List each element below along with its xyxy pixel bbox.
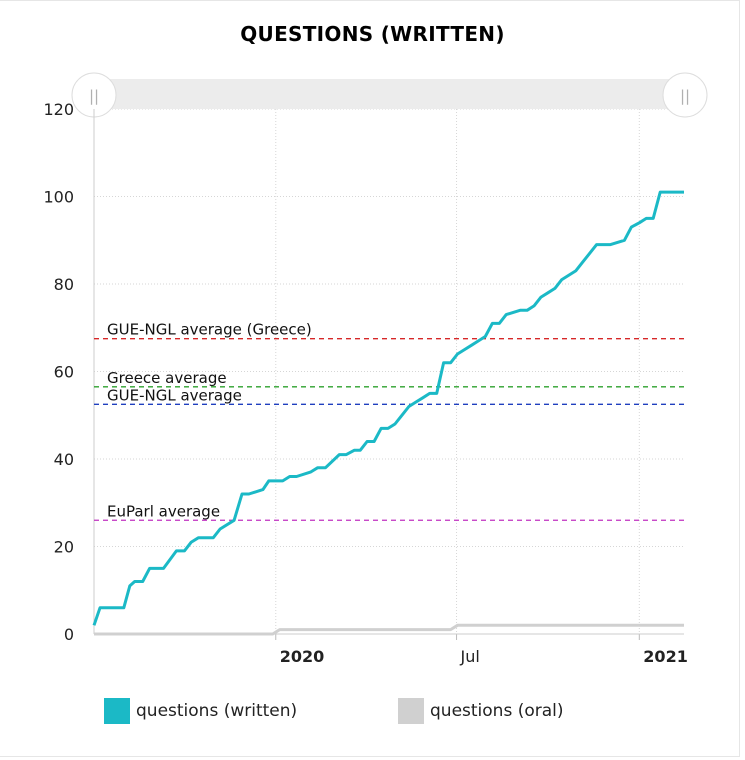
y-tick-label: 20 <box>54 538 74 557</box>
series-line-written <box>92 190 684 626</box>
y-tick-label: 60 <box>54 363 74 382</box>
legend-swatch-oral <box>398 698 424 724</box>
reference-line-label: Greece average <box>107 369 227 387</box>
grip-icon: || <box>680 87 690 105</box>
legend-item-written[interactable]: questions (written) <box>104 698 297 724</box>
reference-lines: GUE-NGL average (Greece) Greece averageGU… <box>94 321 684 521</box>
x-tick-label: 2021 <box>643 647 688 666</box>
chart-plot: || || 0 20 40 60 80 100 120 2020 Jul 2021 GUE-NGL… <box>43 72 708 666</box>
reference-line-label: GUE-NGL average <box>107 386 242 404</box>
y-tick-label: 40 <box>54 450 74 469</box>
axes: 0 20 40 60 80 100 120 2020 Jul 2021 <box>43 100 687 666</box>
navigator-right-handle[interactable]: || <box>662 72 708 118</box>
legend-item-oral[interactable]: questions (oral) <box>398 698 564 724</box>
x-tick-label: Jul <box>460 647 480 666</box>
y-tick-label: 0 <box>64 625 74 644</box>
chart-title: QUESTIONS (WRITTEN) <box>240 22 505 46</box>
legend-swatch-written <box>104 698 130 724</box>
series <box>92 190 684 636</box>
navigator-track[interactable] <box>94 79 686 109</box>
y-tick-label: 80 <box>54 275 74 294</box>
legend-label-oral: questions (oral) <box>430 701 564 721</box>
legend-label-written: questions (written) <box>136 701 298 721</box>
range-navigator[interactable]: || || <box>71 72 708 118</box>
x-tick-label: 2020 <box>280 647 325 666</box>
series-line-oral <box>94 623 684 636</box>
y-tick-label: 100 <box>43 188 74 207</box>
y-tick-label: 120 <box>43 100 74 119</box>
reference-line-label: GUE-NGL average (Greece) <box>107 321 312 339</box>
grip-icon: || <box>89 87 99 105</box>
legend: questions (written) questions (oral) <box>0 698 745 728</box>
reference-line-label: EuParl average <box>107 502 220 520</box>
